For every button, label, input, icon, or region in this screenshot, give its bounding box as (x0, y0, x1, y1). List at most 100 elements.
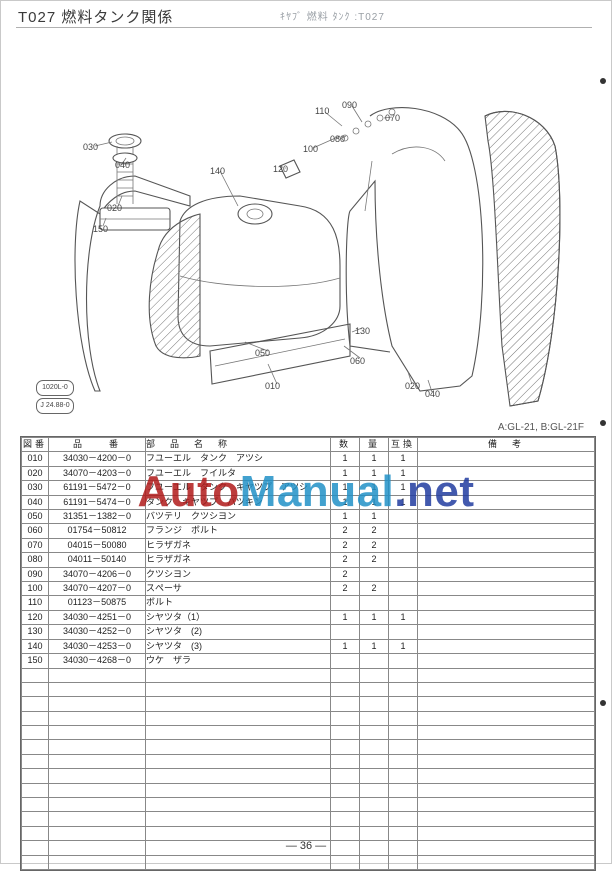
cell-qty-b: 2 (360, 524, 389, 538)
cell-remarks (418, 538, 595, 552)
cell-partno: 04011－50140 (49, 553, 146, 567)
cell-index: 010 (22, 452, 49, 466)
parts-table: 図番 品 番 部 品 名 称 数 量 互換 備 考 01034030－4200－… (20, 436, 596, 871)
table-row-empty (22, 769, 595, 783)
callout-140: 140 (210, 166, 225, 176)
page-number: — 36 — (0, 840, 612, 852)
cell-partname: クツシヨン (146, 567, 331, 581)
cell-compat: 1 (389, 481, 418, 495)
table-row-empty (22, 826, 595, 840)
cell-index: 150 (22, 654, 49, 668)
cell-compat (389, 654, 418, 668)
table-row-empty (22, 855, 595, 869)
cell-index: 040 (22, 495, 49, 509)
callout-030: 030 (83, 142, 98, 152)
table-row: 09034070－4206－0クツシヨン2 (22, 567, 595, 581)
cell-qty-a: 1 (331, 466, 360, 480)
cell-index: 100 (22, 582, 49, 596)
callout-080: 080 (330, 134, 345, 144)
table-row: 15034030－4268－0ウケ ザラ (22, 654, 595, 668)
cell-remarks (418, 481, 595, 495)
cell-index: 050 (22, 510, 49, 524)
cell-qty-b: 1 (360, 610, 389, 624)
cell-qty-a (331, 596, 360, 610)
cell-qty-a (331, 654, 360, 668)
table-row: 06001754－50812フランジ ボルト22 (22, 524, 595, 538)
table-row: 10034070－4207－0スぺーサ22 (22, 582, 595, 596)
callout-020: 020 (107, 203, 122, 213)
cell-compat (389, 524, 418, 538)
cell-compat (389, 538, 418, 552)
col-compat: 互換 (389, 438, 418, 452)
cell-compat (389, 625, 418, 639)
cell-index: 080 (22, 553, 49, 567)
cell-qty-a: 1 (331, 510, 360, 524)
table-row: 03061191－5472－0フユーエル タンク キヤツプ アツシ111 (22, 481, 595, 495)
cell-partname: ウケ ザラ (146, 654, 331, 668)
cell-qty-a (331, 625, 360, 639)
callout-010: 010 (265, 381, 280, 391)
cell-remarks (418, 610, 595, 624)
cell-partname: ボルト (146, 596, 331, 610)
cell-partname: シヤツタ（1） (146, 610, 331, 624)
callout-040: 040 (425, 389, 440, 399)
cell-partname: ヒラザガネ (146, 553, 331, 567)
cell-compat: 1 (389, 639, 418, 653)
table-row: 13034030－4252－0シヤツタ (2) (22, 625, 595, 639)
cell-compat: 1 (389, 610, 418, 624)
callout-120: 120 (273, 164, 288, 174)
cell-compat (389, 510, 418, 524)
cell-remarks (418, 596, 595, 610)
col-remarks: 備 考 (418, 438, 595, 452)
cell-remarks (418, 495, 595, 509)
cell-partname: スぺーサ (146, 582, 331, 596)
callout-040: 040 (115, 160, 130, 170)
table-header-row: 図番 品 番 部 品 名 称 数 量 互換 備 考 (22, 438, 595, 452)
binder-hole-marker (600, 78, 606, 84)
cell-qty-b (360, 654, 389, 668)
cell-qty-a: 2 (331, 538, 360, 552)
binder-hole-marker (600, 700, 606, 706)
cell-qty-b: 2 (360, 553, 389, 567)
cell-partname: ヒラザガネ (146, 538, 331, 552)
cell-qty-b: 1 (360, 481, 389, 495)
cell-partno: 34070－4207－0 (49, 582, 146, 596)
cell-qty-b: 1 (360, 510, 389, 524)
cell-partno: 04015－50080 (49, 538, 146, 552)
cell-remarks (418, 553, 595, 567)
title-separator (16, 27, 592, 28)
cell-qty-b: 1 (360, 639, 389, 653)
table-row-empty (22, 682, 595, 696)
table-row-empty (22, 740, 595, 754)
callout-150: 150 (93, 224, 108, 234)
cell-partno: 31351－1382－0 (49, 510, 146, 524)
revision-stamp-1: 1020L-0 (36, 380, 74, 396)
cell-partname: フユーエル タンク キヤツプ アツシ (146, 481, 331, 495)
cell-partname: フユーエル タンク アツシ (146, 452, 331, 466)
cell-compat (389, 596, 418, 610)
table-row-empty (22, 798, 595, 812)
cell-partno: 01754－50812 (49, 524, 146, 538)
cell-partname: タンク キヤツプ パツキン (146, 495, 331, 509)
page-title: T027 燃料タンク関係 (18, 6, 173, 27)
table-row-empty (22, 726, 595, 740)
col-qty-b: 量 (360, 438, 389, 452)
cell-partno: 34030－4252－0 (49, 625, 146, 639)
callout-020: 020 (405, 381, 420, 391)
cell-remarks (418, 639, 595, 653)
cell-qty-a: 2 (331, 524, 360, 538)
exploded-diagram-svg (40, 46, 570, 416)
table-row: 08004011－50140ヒラザガネ22 (22, 553, 595, 567)
cell-partno: 61191－5474－0 (49, 495, 146, 509)
cell-partname: バツテリ クツシヨン (146, 510, 331, 524)
cell-partname: フユーエル フイルタ (146, 466, 331, 480)
cell-qty-a: 1 (331, 452, 360, 466)
cell-partno: 01123－50875 (49, 596, 146, 610)
cell-qty-b: 2 (360, 538, 389, 552)
cell-qty-a: 1 (331, 481, 360, 495)
cell-index: 140 (22, 639, 49, 653)
cell-qty-a: 1 (331, 610, 360, 624)
callout-090: 090 (342, 100, 357, 110)
table-row: 12034030－4251－0シヤツタ（1）111 (22, 610, 595, 624)
cell-compat (389, 567, 418, 581)
